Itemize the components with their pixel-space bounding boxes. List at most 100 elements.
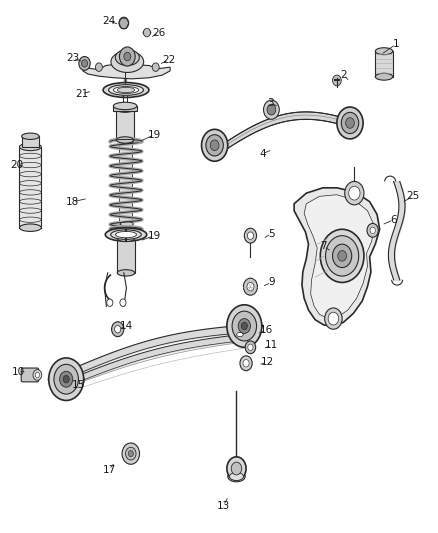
Circle shape (63, 375, 69, 383)
Text: 24: 24 (102, 16, 116, 26)
Circle shape (370, 227, 375, 233)
Ellipse shape (111, 51, 144, 72)
Circle shape (144, 28, 150, 37)
Bar (21, 136, 39, 147)
Text: 19: 19 (148, 130, 161, 140)
Circle shape (345, 181, 364, 205)
Bar (375, 51, 393, 77)
Text: 3: 3 (267, 98, 274, 108)
Circle shape (332, 75, 341, 86)
Ellipse shape (105, 228, 147, 241)
Circle shape (247, 282, 254, 291)
Circle shape (33, 369, 42, 380)
Ellipse shape (113, 86, 139, 93)
Ellipse shape (103, 83, 149, 98)
Circle shape (267, 104, 276, 115)
Circle shape (341, 112, 359, 134)
Circle shape (241, 322, 247, 330)
Text: 9: 9 (268, 278, 275, 287)
Circle shape (49, 358, 84, 400)
Ellipse shape (115, 50, 139, 66)
Circle shape (244, 228, 257, 243)
Circle shape (243, 360, 249, 367)
Ellipse shape (237, 333, 243, 337)
Circle shape (54, 365, 78, 394)
Ellipse shape (19, 143, 41, 151)
Bar (117, 238, 135, 273)
Ellipse shape (201, 140, 228, 151)
Circle shape (152, 63, 159, 71)
Ellipse shape (117, 235, 135, 241)
Circle shape (337, 107, 363, 139)
Text: 17: 17 (102, 465, 116, 474)
Text: 21: 21 (75, 88, 88, 99)
Text: 2: 2 (340, 70, 347, 80)
Text: 12: 12 (261, 357, 274, 367)
Bar (119, 142, 132, 224)
Ellipse shape (375, 48, 393, 55)
Circle shape (244, 278, 258, 295)
Text: 15: 15 (72, 379, 85, 390)
Bar (117, 109, 134, 140)
Text: 13: 13 (217, 500, 230, 511)
Ellipse shape (116, 231, 137, 238)
Circle shape (231, 462, 242, 475)
Circle shape (232, 311, 257, 341)
Text: 5: 5 (268, 229, 275, 239)
Circle shape (35, 372, 39, 377)
Circle shape (367, 223, 378, 237)
Circle shape (240, 356, 252, 370)
Ellipse shape (120, 222, 134, 226)
Circle shape (95, 63, 102, 71)
Ellipse shape (230, 472, 244, 480)
Text: 4: 4 (259, 149, 266, 159)
Circle shape (227, 305, 262, 348)
Text: 10: 10 (11, 367, 25, 377)
Circle shape (81, 60, 88, 67)
Circle shape (338, 251, 346, 261)
Ellipse shape (120, 140, 134, 144)
Circle shape (245, 341, 256, 354)
Circle shape (325, 308, 342, 329)
Circle shape (124, 52, 131, 61)
Circle shape (120, 47, 135, 66)
Text: 14: 14 (120, 321, 133, 331)
Ellipse shape (113, 102, 137, 110)
Circle shape (115, 326, 121, 333)
Circle shape (247, 232, 254, 239)
Circle shape (349, 186, 360, 200)
Circle shape (320, 229, 364, 282)
Text: 11: 11 (265, 340, 278, 350)
Circle shape (201, 130, 228, 161)
Ellipse shape (375, 73, 393, 80)
Ellipse shape (109, 85, 144, 95)
Bar (19, 147, 41, 228)
Text: 1: 1 (392, 39, 399, 49)
Circle shape (119, 17, 129, 29)
Circle shape (325, 236, 359, 276)
Circle shape (264, 100, 279, 119)
Polygon shape (304, 195, 374, 319)
Text: 18: 18 (66, 197, 79, 207)
Ellipse shape (117, 270, 135, 276)
Polygon shape (83, 64, 170, 79)
Ellipse shape (48, 371, 84, 387)
Circle shape (107, 299, 113, 306)
Text: 7: 7 (321, 241, 327, 251)
Circle shape (328, 312, 339, 325)
Ellipse shape (117, 87, 135, 93)
Ellipse shape (228, 471, 245, 482)
Bar (113, 106, 137, 111)
Text: 26: 26 (152, 28, 166, 38)
Circle shape (128, 450, 134, 457)
Text: 6: 6 (390, 215, 397, 225)
Circle shape (60, 371, 73, 387)
Ellipse shape (234, 332, 245, 338)
Ellipse shape (117, 106, 134, 112)
Circle shape (122, 443, 140, 464)
Text: 22: 22 (162, 55, 175, 65)
Circle shape (112, 322, 124, 337)
Polygon shape (215, 112, 350, 157)
Circle shape (126, 447, 136, 460)
Ellipse shape (226, 319, 262, 334)
